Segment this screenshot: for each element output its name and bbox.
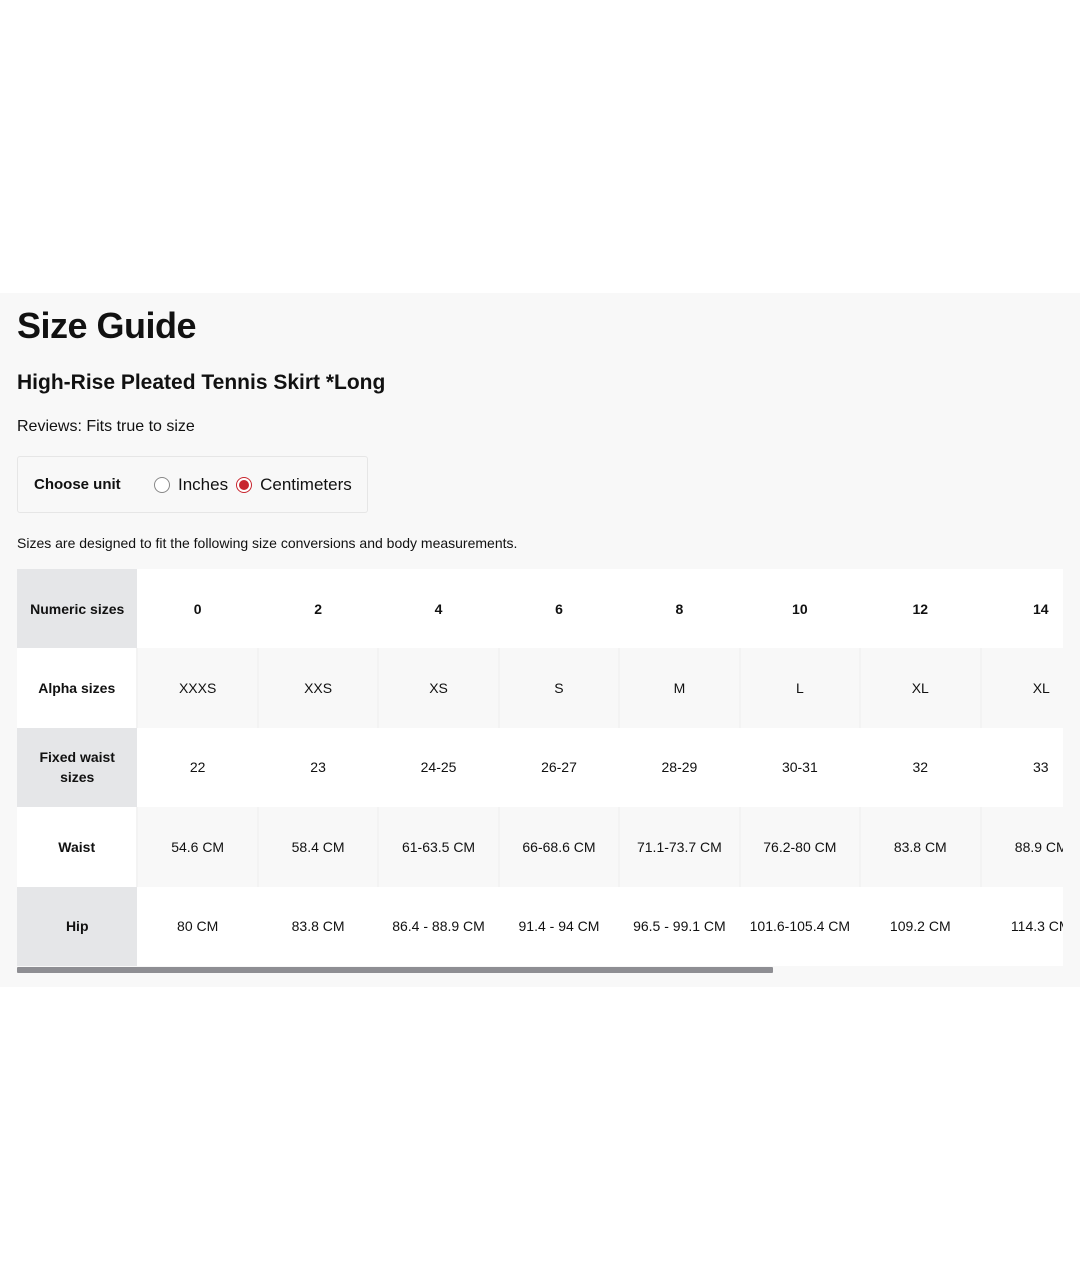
table-cell: 24-25 [378, 727, 499, 808]
table-cell: L [738, 648, 861, 728]
table-row: Hip 80 CM 83.8 CM 86.4 - 88.9 CM 91.4 - 94 C… [17, 886, 1063, 966]
table-cell: 22 [137, 727, 258, 808]
table-cell: 96.5 - 99.1 CM [619, 886, 740, 966]
table-cell: 4 [378, 569, 499, 649]
table-cell: 30-31 [739, 727, 861, 808]
table-cell: 91.4 - 94 CM [498, 886, 620, 966]
table-cell: 101.6-105.4 CM [739, 886, 861, 966]
size-table-scroll-area[interactable]: Numeric sizes 0 2 4 6 8 10 12 14 Alpha sizes XXXS X… [17, 569, 1063, 967]
radio-centimeters[interactable]: Centimeters [236, 475, 352, 495]
table-cell: 26-27 [498, 727, 620, 808]
table-cell: 28-29 [619, 727, 740, 808]
table-cell: 54.6 CM [136, 807, 258, 887]
size-guide-panel: Size Guide High-Rise Pleated Tennis Skir… [0, 293, 1080, 987]
table-cell: 114.3 CM [980, 886, 1063, 966]
table-cell: 33 [980, 727, 1063, 808]
radio-unchecked-icon[interactable] [154, 476, 170, 493]
horizontal-scrollbar[interactable] [17, 967, 773, 973]
row-header: Alpha sizes [17, 648, 138, 728]
radio-label: Inches [178, 474, 229, 494]
radio-label: Centimeters [260, 474, 352, 494]
reviews-fit-text: Reviews: Fits true to size [17, 418, 195, 435]
table-cell: XS [377, 648, 499, 728]
table-cell: 0 [137, 569, 258, 649]
table-cell: 10 [739, 569, 861, 649]
radio-inches[interactable]: Inches [154, 475, 228, 495]
unit-label: Choose unit [34, 476, 121, 493]
table-cell: 23 [257, 727, 379, 808]
size-note: Sizes are designed to fit the following … [17, 535, 518, 551]
row-header: Waist [17, 807, 138, 887]
table-cell: 66-68.6 CM [497, 807, 620, 887]
row-header: Numeric sizes [17, 569, 138, 649]
table-cell: 6 [498, 569, 620, 649]
table-cell: 8 [619, 569, 740, 649]
page-title: Size Guide [17, 305, 197, 346]
table-cell: 76.2-80 CM [738, 807, 861, 887]
table-cell: 109.2 CM [860, 886, 981, 966]
table-cell: 12 [860, 569, 981, 649]
size-table: Numeric sizes 0 2 4 6 8 10 12 14 Alpha sizes XXXS X… [17, 569, 1063, 966]
table-cell: 58.4 CM [256, 807, 379, 887]
table-row: Alpha sizes XXXS XXS XS S M L XL XL [17, 648, 1063, 728]
table-row: Fixed waist sizes 22 23 24-25 26-27 28-29 30-3… [17, 727, 1063, 808]
table-cell: 88.9 CM [979, 807, 1063, 887]
table-cell: XL [859, 648, 981, 728]
row-header: Hip [17, 886, 138, 966]
table-cell: 83.8 CM [257, 886, 379, 966]
table-row: Numeric sizes 0 2 4 6 8 10 12 14 [17, 569, 1063, 649]
table-cell: 83.8 CM [859, 807, 981, 887]
table-cell: XXXS [136, 648, 258, 728]
table-cell: M [618, 648, 740, 728]
table-cell: 80 CM [137, 886, 258, 966]
product-name: High-Rise Pleated Tennis Skirt *Long [17, 371, 386, 394]
table-cell: XL [979, 648, 1063, 728]
row-header: Fixed waist sizes [17, 727, 138, 808]
radio-checked-icon[interactable] [236, 476, 253, 493]
table-cell: 61-63.5 CM [377, 807, 499, 887]
table-cell: XXS [256, 648, 379, 728]
table-cell: 32 [860, 727, 981, 808]
table-cell: 2 [257, 569, 379, 649]
table-cell: 86.4 - 88.9 CM [378, 886, 499, 966]
table-cell: 71.1-73.7 CM [618, 807, 740, 887]
table-row: Waist 54.6 CM 58.4 CM 61-63.5 CM 66-68.6 CM 7… [17, 807, 1063, 887]
table-cell: 14 [980, 569, 1063, 649]
table-cell: S [497, 648, 620, 728]
unit-selector: Choose unit Inches Centimeters [17, 456, 368, 513]
